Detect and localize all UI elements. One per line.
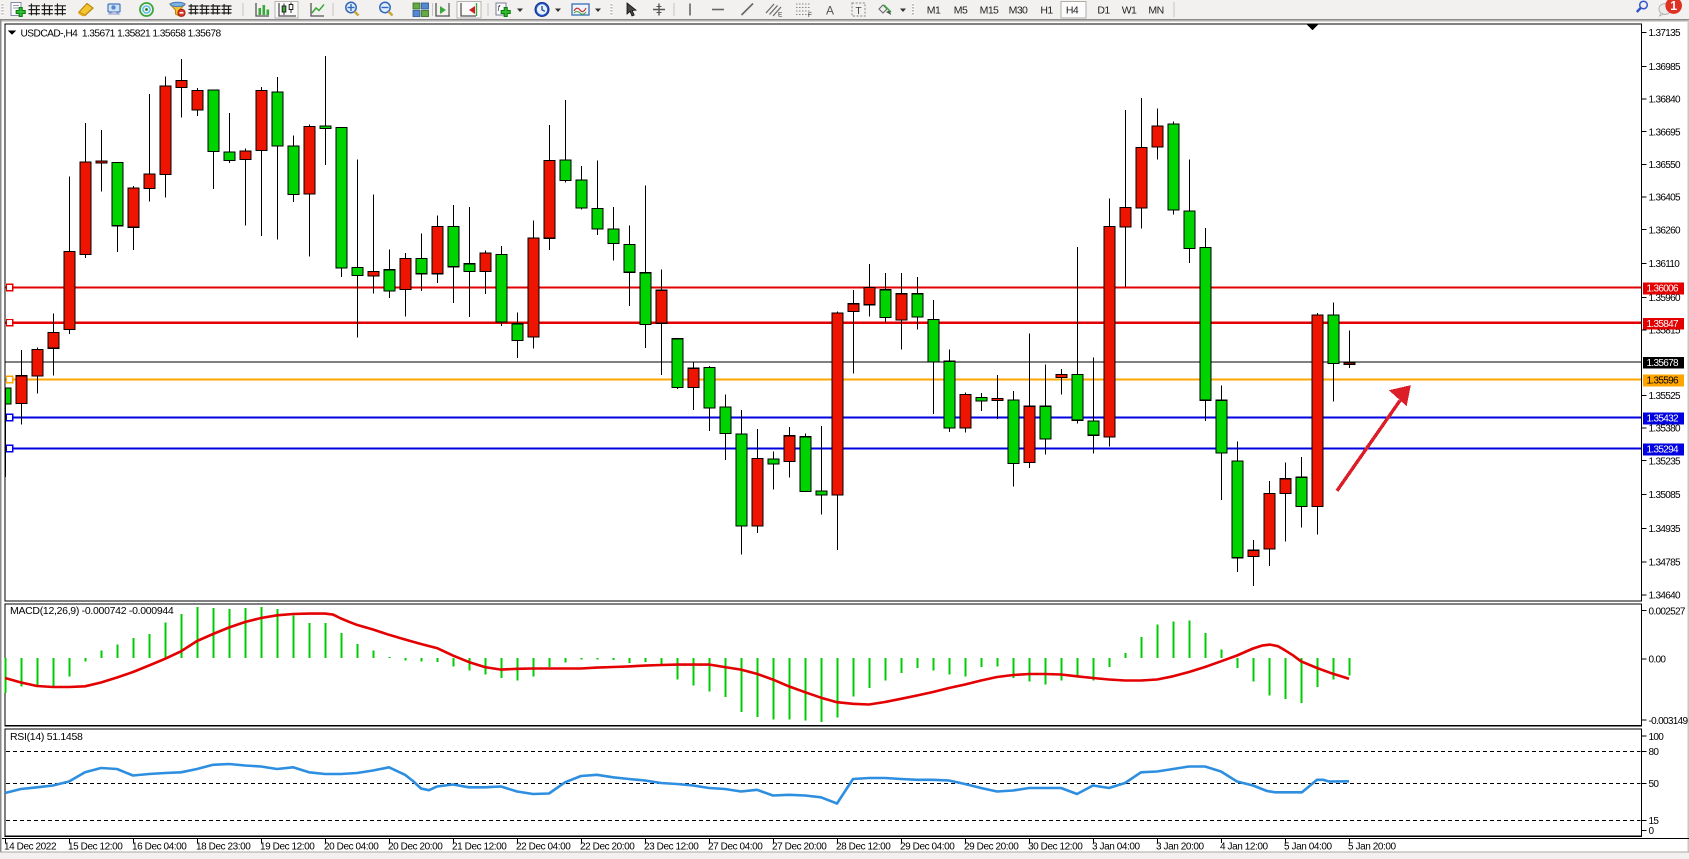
svg-text:1.36260: 1.36260: [1649, 225, 1682, 236]
svg-text:50: 50: [1649, 779, 1660, 790]
svg-text:4 Jan 12:00: 4 Jan 12:00: [1220, 842, 1269, 853]
svg-text:MN: MN: [1148, 5, 1163, 17]
svg-text:1.35678: 1.35678: [1647, 358, 1680, 369]
svg-text:1.36550: 1.36550: [1649, 160, 1682, 171]
svg-text:3 Jan 04:00: 3 Jan 04:00: [1092, 842, 1141, 853]
svg-text:1.35596: 1.35596: [1647, 376, 1680, 387]
svg-text:1.37135: 1.37135: [1649, 28, 1682, 39]
svg-text:100: 100: [1649, 732, 1665, 743]
svg-text:30 Dec 12:00: 30 Dec 12:00: [1028, 842, 1083, 853]
svg-text:21 Dec 12:00: 21 Dec 12:00: [452, 842, 507, 853]
svg-text:15: 15: [1649, 816, 1660, 827]
svg-text:27 Dec 20:00: 27 Dec 20:00: [772, 842, 827, 853]
svg-text:1.34935: 1.34935: [1649, 524, 1682, 535]
svg-text:1.36985: 1.36985: [1649, 62, 1682, 73]
svg-text:18 Dec 23:00: 18 Dec 23:00: [196, 842, 251, 853]
svg-text:-0.003149: -0.003149: [1649, 716, 1689, 727]
svg-text:D1: D1: [1097, 5, 1110, 17]
svg-text:f: f: [498, 4, 501, 13]
svg-text:M15: M15: [980, 5, 999, 17]
svg-text:MACD(12,26,9) -0.000742 -0.000: MACD(12,26,9) -0.000742 -0.000944: [10, 605, 174, 617]
svg-text:1: 1: [1670, 0, 1677, 13]
svg-text:27 Dec 04:00: 27 Dec 04:00: [708, 842, 763, 853]
svg-text:1.35235: 1.35235: [1649, 456, 1682, 467]
svg-text:1.36405: 1.36405: [1649, 193, 1682, 204]
svg-text:1.35960: 1.35960: [1649, 293, 1682, 304]
svg-text:1.35847: 1.35847: [1647, 319, 1680, 330]
svg-text:80: 80: [1649, 747, 1660, 758]
svg-text:3 Jan 20:00: 3 Jan 20:00: [1156, 842, 1205, 853]
svg-text:0.00: 0.00: [1649, 655, 1667, 666]
svg-text:F: F: [808, 12, 812, 19]
svg-text:1.36110: 1.36110: [1649, 259, 1681, 270]
svg-text:E: E: [778, 12, 783, 19]
svg-text:USDCAD-,H4 1.35671 1.35821 1.: USDCAD-,H4 1.35671 1.35821 1.35658 1.356…: [21, 29, 222, 40]
svg-text:1.35525: 1.35525: [1649, 391, 1682, 402]
svg-text:1.35380: 1.35380: [1649, 424, 1682, 435]
svg-text:14 Dec 2022: 14 Dec 2022: [4, 842, 57, 853]
svg-text:M5: M5: [954, 5, 968, 17]
svg-text:H1: H1: [1040, 5, 1053, 17]
svg-text:1.34640: 1.34640: [1649, 590, 1682, 601]
svg-text:0: 0: [1649, 826, 1655, 837]
svg-text:1.36840: 1.36840: [1649, 95, 1682, 106]
svg-text:22 Dec 20:00: 22 Dec 20:00: [580, 842, 635, 853]
svg-text:1.35085: 1.35085: [1649, 490, 1682, 501]
svg-text:A: A: [826, 4, 834, 18]
svg-text:15 Dec 12:00: 15 Dec 12:00: [68, 842, 123, 853]
svg-text:19 Dec 12:00: 19 Dec 12:00: [260, 842, 315, 853]
svg-text:20 Dec 04:00: 20 Dec 04:00: [324, 842, 379, 853]
svg-text:1.36695: 1.36695: [1649, 127, 1682, 138]
svg-text:1.35294: 1.35294: [1647, 445, 1680, 456]
svg-text:1.36006: 1.36006: [1647, 284, 1680, 295]
svg-text:29 Dec 20:00: 29 Dec 20:00: [964, 842, 1019, 853]
svg-text:M30: M30: [1009, 5, 1028, 17]
svg-text:H4: H4: [1066, 5, 1079, 17]
svg-text:0.002527: 0.002527: [1649, 606, 1686, 617]
svg-text:28 Dec 12:00: 28 Dec 12:00: [836, 842, 891, 853]
svg-text:RSI(14) 51.1458: RSI(14) 51.1458: [10, 731, 83, 743]
svg-text:1.35815: 1.35815: [1649, 326, 1682, 337]
svg-text:T: T: [856, 6, 862, 17]
svg-text:16 Dec 04:00: 16 Dec 04:00: [132, 842, 187, 853]
svg-text:5 Jan 04:00: 5 Jan 04:00: [1284, 842, 1333, 853]
svg-text:1.34785: 1.34785: [1649, 558, 1682, 569]
svg-text:23 Dec 12:00: 23 Dec 12:00: [644, 842, 699, 853]
svg-text:M1: M1: [927, 5, 941, 17]
svg-text:1.35432: 1.35432: [1647, 414, 1680, 425]
svg-text:29 Dec 04:00: 29 Dec 04:00: [900, 842, 955, 853]
svg-text:5 Jan 20:00: 5 Jan 20:00: [1348, 842, 1397, 853]
svg-text:22 Dec 04:00: 22 Dec 04:00: [516, 842, 571, 853]
svg-text:20 Dec 20:00: 20 Dec 20:00: [388, 842, 443, 853]
svg-text:W1: W1: [1122, 5, 1137, 17]
